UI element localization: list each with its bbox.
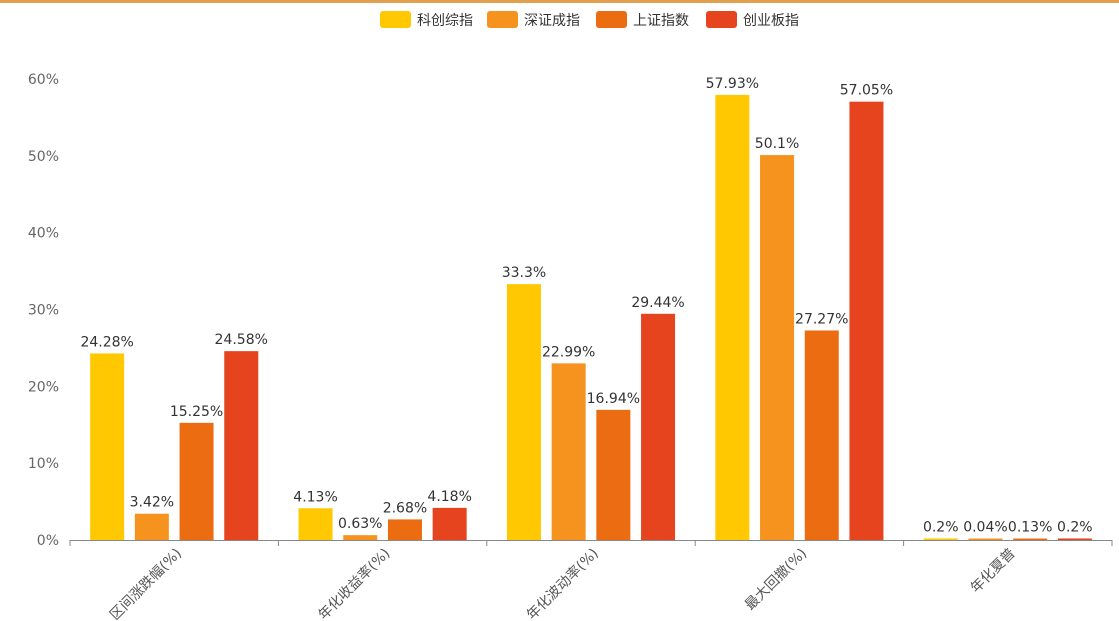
bar bbox=[1057, 538, 1092, 540]
data-label: 27.27% bbox=[795, 311, 848, 327]
x-category-label: 最大回撤(%) bbox=[742, 546, 810, 614]
data-label: 3.42% bbox=[130, 495, 174, 511]
bar bbox=[849, 101, 884, 540]
data-label: 29.44% bbox=[631, 295, 684, 311]
y-tick-label: 0% bbox=[37, 533, 59, 549]
data-label: 33.3% bbox=[502, 265, 546, 281]
data-label: 0.2% bbox=[923, 519, 959, 535]
legend-label: 科创综指 bbox=[417, 13, 473, 29]
bar bbox=[179, 422, 214, 540]
y-tick-label: 50% bbox=[28, 149, 59, 165]
x-category-label: 区间涨跌幅(%) bbox=[107, 546, 185, 621]
bar bbox=[641, 313, 676, 540]
legend-label: 创业板指 bbox=[743, 13, 799, 29]
data-label: 57.05% bbox=[840, 83, 893, 99]
data-label: 22.99% bbox=[542, 344, 595, 360]
y-tick-label: 40% bbox=[28, 226, 59, 242]
y-tick-label: 30% bbox=[28, 303, 59, 319]
data-label: 57.93% bbox=[706, 76, 759, 92]
data-label: 0.63% bbox=[338, 516, 382, 532]
bar bbox=[804, 330, 839, 540]
bar bbox=[1013, 538, 1048, 540]
bar bbox=[343, 535, 378, 540]
data-label: 0.13% bbox=[1008, 520, 1052, 536]
bar bbox=[224, 351, 259, 540]
y-tick-label: 60% bbox=[28, 72, 59, 88]
data-label: 16.94% bbox=[587, 391, 640, 407]
bar bbox=[596, 409, 631, 540]
x-category-label: 年化夏普 bbox=[968, 546, 1019, 597]
y-tick-label: 10% bbox=[28, 456, 59, 472]
bar bbox=[432, 507, 467, 540]
bar bbox=[760, 155, 795, 540]
data-label: 2.68% bbox=[383, 500, 427, 516]
bar bbox=[90, 353, 125, 540]
legend-swatch bbox=[380, 11, 411, 28]
data-label: 0.04% bbox=[963, 520, 1007, 536]
x-category-label: 年化收益率(%) bbox=[315, 545, 394, 621]
y-tick-label: 20% bbox=[28, 379, 59, 395]
legend-label: 深证成指 bbox=[524, 13, 580, 29]
bar bbox=[715, 94, 750, 540]
bar bbox=[968, 538, 1003, 540]
data-label: 24.58% bbox=[215, 332, 268, 348]
bar bbox=[298, 508, 333, 540]
bar bbox=[387, 519, 422, 540]
top-rule bbox=[0, 0, 1119, 3]
bar bbox=[134, 513, 169, 540]
legend-swatch bbox=[706, 11, 737, 28]
data-label: 15.25% bbox=[170, 404, 223, 420]
bar bbox=[506, 284, 541, 540]
data-label: 50.1% bbox=[755, 136, 799, 152]
data-label: 0.2% bbox=[1057, 519, 1093, 535]
legend-label: 上证指数 bbox=[633, 13, 689, 29]
data-label: 4.13% bbox=[293, 489, 337, 505]
data-label: 4.18% bbox=[427, 489, 471, 505]
x-category-label: 年化波动率(%) bbox=[523, 545, 602, 621]
legend-swatch bbox=[487, 11, 518, 28]
bar bbox=[923, 538, 958, 540]
data-label: 24.28% bbox=[80, 334, 133, 350]
legend-swatch bbox=[596, 11, 627, 28]
bar bbox=[551, 363, 586, 540]
